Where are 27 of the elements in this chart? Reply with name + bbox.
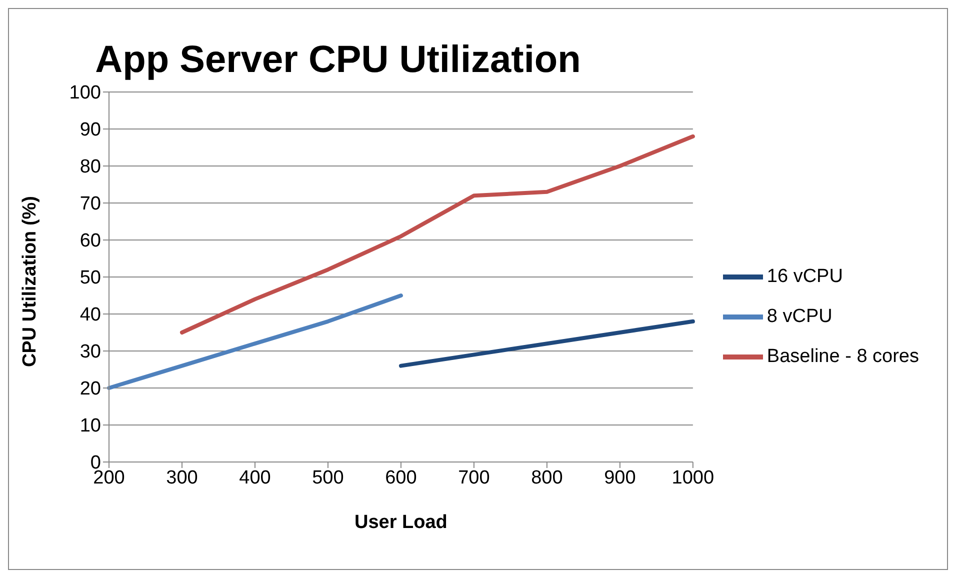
y-tick-label: 20 xyxy=(80,378,101,400)
line-series xyxy=(398,319,695,368)
y-tick-label: 10 xyxy=(80,416,101,437)
y-tick-label: 90 xyxy=(80,120,101,141)
line-series xyxy=(107,294,403,390)
chart-title: App Server CPU Utilization xyxy=(94,39,582,82)
y-tick-label: 60 xyxy=(80,230,101,252)
x-tick-label: 500 xyxy=(312,467,344,488)
x-axis-title: User Load xyxy=(354,512,448,533)
y-tick-label: 80 xyxy=(80,156,101,178)
x-tick-label: 900 xyxy=(604,467,636,488)
y-tick-label: 40 xyxy=(80,304,101,326)
y-tick-label: 50 xyxy=(80,268,101,289)
x-tick-label: 400 xyxy=(239,467,271,488)
legend-label: 8 vCPU xyxy=(766,306,832,327)
x-tick-label: 300 xyxy=(166,467,198,488)
legend-label: 16 vCPU xyxy=(766,266,843,287)
y-tick-label: 70 xyxy=(80,194,101,215)
y-tick-label: 30 xyxy=(80,342,101,363)
line-series xyxy=(180,134,695,334)
y-axis-title: CPU Utilization (%) xyxy=(20,196,41,367)
legend-label: Baseline - 8 cores xyxy=(766,346,919,368)
y-tick-label: 100 xyxy=(69,82,101,104)
x-tick-label: 1000 xyxy=(672,467,714,488)
x-tick-label: 700 xyxy=(458,467,490,488)
x-tick-label: 800 xyxy=(531,467,563,488)
x-tick-label: 600 xyxy=(385,467,417,488)
